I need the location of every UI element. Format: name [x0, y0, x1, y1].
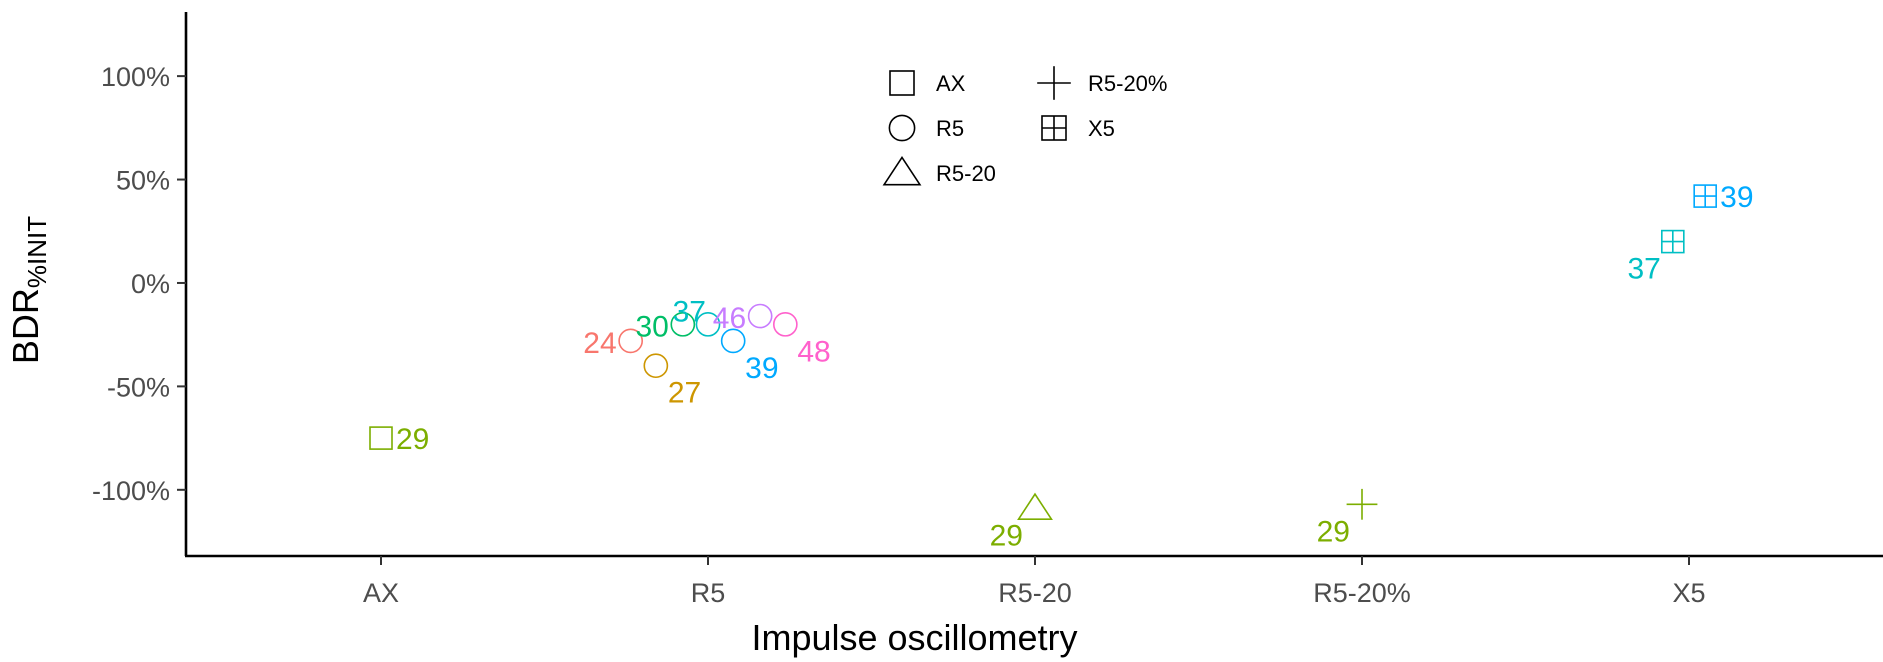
data-point-circle — [618, 328, 644, 354]
legend-label: R5-20% — [1088, 71, 1167, 96]
data-point-label: 29 — [990, 519, 1023, 552]
legend-key-plus — [1037, 66, 1071, 100]
data-point-label: 39 — [1720, 181, 1753, 214]
data-point-boxplus — [1693, 184, 1717, 208]
data-point-circle — [772, 311, 798, 337]
data-point-circle — [643, 353, 669, 379]
x-tick-label: AX — [363, 578, 399, 608]
data-point-label: 39 — [745, 352, 778, 385]
data-point-label: 37 — [1627, 253, 1660, 286]
data-point-label: 27 — [668, 377, 701, 410]
x-tick-label: X5 — [1672, 578, 1705, 608]
data-point-label: 24 — [583, 327, 616, 360]
legend: AX R5 R5-20 R5-20% X5 — [882, 66, 1167, 186]
x-tick-label: R5 — [691, 578, 726, 608]
data-point-label: 48 — [797, 335, 830, 368]
data-point-circle — [670, 311, 696, 337]
data-point-label: 37 — [673, 295, 706, 328]
legend-label: R5 — [936, 116, 964, 141]
data-point-plus — [1346, 488, 1378, 520]
legend-key-triangle — [882, 155, 922, 186]
data-point-boxplus — [1661, 229, 1685, 254]
y-tick-label: 50% — [116, 166, 170, 196]
y-axis-title-sub: %INIT — [22, 216, 52, 288]
data-point-circle — [720, 328, 746, 354]
data-point-square — [369, 426, 393, 450]
y-axis-title-main: BDR — [5, 288, 46, 364]
y-tick-label: -100% — [92, 476, 170, 506]
legend-key-boxplus — [1041, 115, 1067, 141]
legend-label: X5 — [1088, 116, 1115, 141]
data-point-label: 29 — [1317, 515, 1350, 548]
svg-text:BDR%INIT: BDR%INIT — [5, 216, 52, 364]
y-tick-label: 0% — [131, 269, 170, 299]
x-axis-title: Impulse oscillometry — [751, 617, 1077, 658]
legend-key-square — [889, 70, 915, 96]
data-point-circle — [695, 311, 721, 337]
data-point-label: 46 — [713, 302, 746, 335]
x-tick-label: R5-20% — [1313, 578, 1411, 608]
y-axis-title: BDR%INIT — [5, 216, 52, 364]
y-tick-label: 100% — [101, 62, 170, 92]
data-point-circle — [747, 303, 773, 329]
data-point-label: 30 — [635, 310, 668, 343]
y-tick-label: -50% — [107, 372, 170, 402]
data-point-triangle — [1017, 492, 1053, 520]
data-point-label: 29 — [396, 423, 429, 456]
x-tick-label: R5-20 — [998, 578, 1072, 608]
legend-label: R5-20 — [936, 161, 996, 186]
legend-key-circle — [888, 114, 916, 142]
axes: 100% 50% 0% -50% -100% AX R5 R5-20 R5-20% X5 — [92, 12, 1883, 608]
legend-label: AX — [936, 71, 966, 96]
